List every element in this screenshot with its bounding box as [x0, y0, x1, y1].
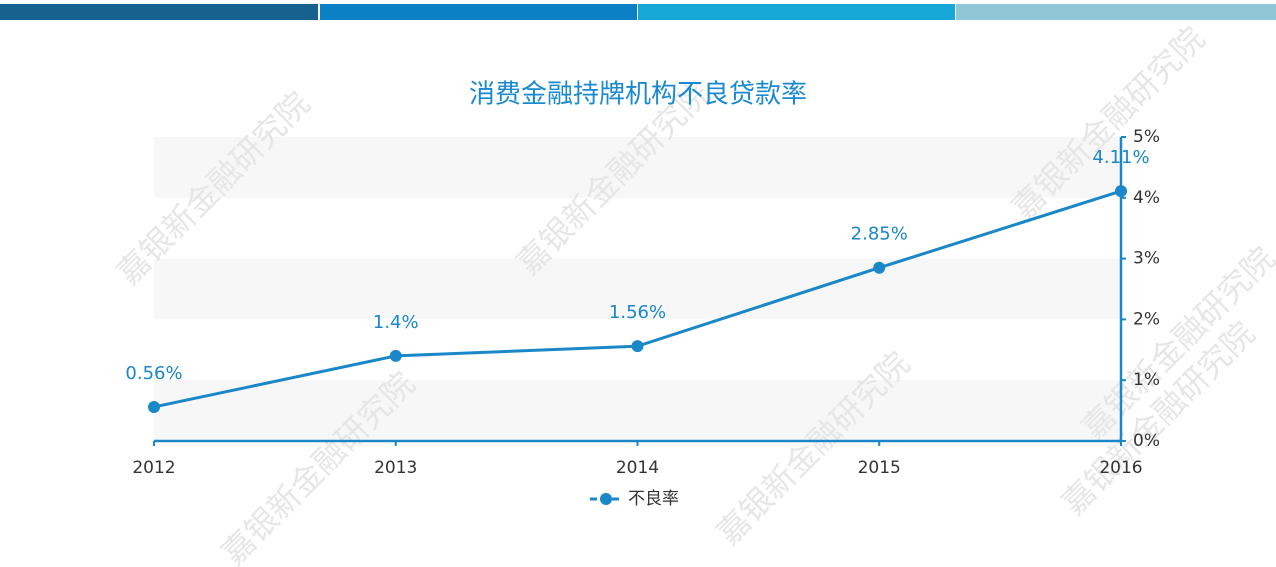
header-bar [0, 4, 1276, 20]
value-label: 0.56% [125, 363, 182, 384]
point [631, 340, 644, 353]
point [148, 400, 160, 413]
y-tick-label: 4% [1133, 188, 1160, 208]
y-tick-label: 5% [1133, 127, 1160, 147]
x-tick-label: 2013 [374, 458, 417, 478]
value-label: 1.4% [373, 312, 419, 333]
header-bar-segment [0, 4, 318, 20]
x-tick-label: 2016 [1099, 458, 1142, 478]
y-tick-label: 2% [1133, 309, 1160, 329]
point [389, 349, 402, 362]
y-tick-label: 1% [1133, 370, 1160, 390]
x-tick-label: 2012 [132, 458, 175, 478]
header-bar-segment [956, 4, 1276, 20]
y-tick-label: 0% [1133, 431, 1160, 451]
chart-title: 消费金融持牌机构不良贷款率 [469, 80, 807, 110]
x-tick-label: 2015 [858, 458, 901, 478]
value-label: 2.85% [851, 224, 908, 245]
grid-band [154, 380, 1121, 441]
value-label: 4.11% [1092, 147, 1149, 168]
value-label: 1.56% [609, 302, 666, 323]
legend-label: 不良率 [628, 489, 679, 509]
header-bar-segment [320, 4, 637, 20]
x-tick-label: 2014 [616, 458, 659, 478]
grid-bands [154, 137, 1121, 441]
y-tick-label: 3% [1133, 249, 1160, 269]
legend-marker [600, 493, 612, 505]
watermark: 嘉银新金融研究院 [709, 344, 917, 552]
point [1115, 185, 1127, 198]
header-bar-segment [638, 4, 955, 20]
point [873, 261, 886, 274]
grid-band [154, 258, 1121, 320]
grid-band [154, 137, 1121, 198]
